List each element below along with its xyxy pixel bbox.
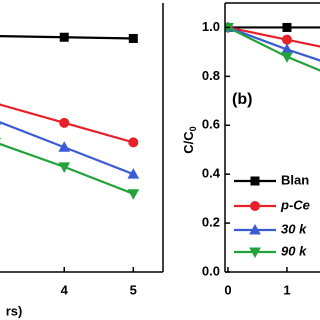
x-tick-label: 5 <box>130 282 137 297</box>
marker <box>127 168 140 179</box>
x-tick-label: 1 <box>283 282 290 297</box>
legend-marker <box>250 201 260 211</box>
marker <box>128 33 138 43</box>
series-line <box>227 26 320 48</box>
plot-area <box>0 32 140 200</box>
x-tick-label: 4 <box>61 282 69 297</box>
y-tick-label: 0.2 <box>202 215 220 230</box>
plot-area <box>225 21 320 72</box>
marker <box>281 52 293 63</box>
marker <box>127 189 140 200</box>
series-line <box>227 26 320 72</box>
legend-label: 90 k <box>281 243 307 258</box>
annotation: (b) <box>232 91 252 108</box>
marker <box>58 141 71 152</box>
x-axis-label: rs) <box>6 303 23 318</box>
y-tick-label: 0.4 <box>202 166 221 181</box>
y-tick-label: 0.6 <box>202 117 220 132</box>
marker <box>59 117 70 128</box>
legend-marker <box>250 176 260 186</box>
legend-label: p-Ce <box>280 197 310 212</box>
y-tick-label: 0.8 <box>202 68 220 83</box>
marker <box>128 137 139 148</box>
legend-marker <box>249 223 261 235</box>
marker <box>281 34 292 45</box>
marker <box>59 32 69 42</box>
marker <box>58 162 71 173</box>
y-tick-label: 1.0 <box>202 19 220 34</box>
legend-label: 30 k <box>281 221 307 236</box>
y-tick-label: 0.0 <box>202 263 220 278</box>
legend-label: Blan <box>281 172 309 187</box>
marker <box>282 22 292 32</box>
y-axis-label: C/C0 <box>181 126 198 153</box>
legend-marker <box>249 247 261 259</box>
x-tick-label: 0 <box>224 282 231 297</box>
